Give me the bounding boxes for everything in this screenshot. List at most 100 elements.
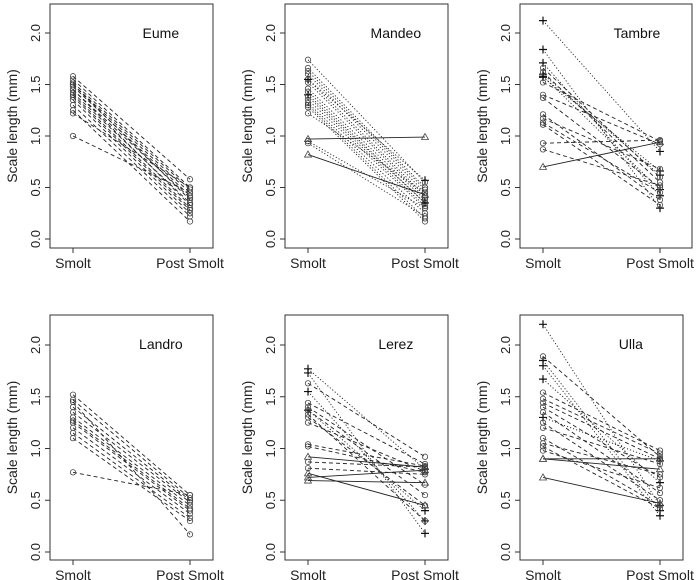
circle-marker (304, 443, 312, 450)
fish-line (542, 75, 661, 190)
x-tick-label: Post Smolt (156, 567, 224, 580)
plot-frame (519, 314, 684, 561)
panel-landro: 0.0 0.5 1.0 1.5 2.0 Scale length (mm) Smolt Pos… (4, 314, 224, 580)
y-tick-label: 1.0 (263, 439, 278, 457)
fish-line (542, 324, 661, 506)
circle-marker (69, 403, 77, 411)
fish-line (307, 91, 426, 204)
fish-line (307, 391, 426, 522)
y-axis-label: Scale length (mm) (4, 381, 20, 495)
circle-marker (539, 435, 547, 442)
panel-ulla: 0.0 0.5 1.0 1.5 2.0 Scale length (mm) Smolt Pos… (474, 314, 694, 580)
fish-line (542, 97, 661, 188)
y-tick-label: 2.0 (263, 24, 278, 42)
circle-marker (69, 429, 77, 437)
y-tick-label: 1.0 (28, 439, 43, 457)
circle-marker (69, 398, 77, 406)
fish-line (542, 20, 661, 152)
plus-marker (656, 167, 664, 176)
y-tick-label: 0.5 (498, 491, 513, 509)
plus-marker (421, 198, 429, 207)
fish-line (307, 79, 426, 181)
triangle-marker (655, 137, 665, 146)
fish-line (307, 472, 426, 506)
fish-line (542, 114, 661, 201)
fish-line (72, 406, 191, 501)
y-tick-label: 1.5 (263, 75, 278, 93)
x-tick-label: Post Smolt (626, 255, 694, 271)
fish-line (307, 94, 426, 204)
fish-line (72, 422, 191, 511)
circle-marker (304, 411, 312, 418)
fish-line (307, 414, 426, 522)
triangle-marker (655, 454, 665, 462)
circle-marker (304, 68, 312, 75)
fish-line (542, 378, 661, 483)
panel-title: Mandeo (371, 25, 422, 41)
x-tick-label: Post Smolt (391, 567, 459, 580)
fish-line (542, 422, 661, 501)
fish-line (72, 89, 191, 206)
circle-marker (69, 409, 77, 416)
circle-marker (304, 110, 312, 117)
x-tick-label: Smolt (55, 567, 91, 580)
plus-marker (539, 16, 547, 25)
fish-line (542, 402, 661, 460)
circle-marker (539, 79, 547, 86)
circle-marker (304, 102, 312, 109)
y-axis-label: Scale length (mm) (474, 69, 490, 183)
circle-marker (304, 104, 312, 111)
plus-marker (656, 511, 664, 520)
x-tick-label: Smolt (290, 255, 326, 271)
triangle-marker (538, 162, 548, 170)
circle-marker (186, 531, 194, 538)
y-axis-label: Scale length (mm) (239, 69, 255, 183)
panel-title: Lerez (378, 336, 413, 352)
circle-marker (304, 140, 312, 147)
fish-line (72, 92, 191, 204)
fish-line (307, 422, 426, 472)
fish-line (542, 398, 661, 455)
circle-marker (304, 64, 312, 72)
panel-title: Eume (143, 25, 180, 41)
panel-tambre: 0.0 0.5 1.0 1.5 2.0 Scale length (mm) Smolt Pos… (474, 3, 694, 271)
triangle-marker (303, 134, 313, 142)
plus-marker (421, 529, 429, 538)
circle-marker (186, 207, 194, 214)
fish-line (72, 104, 191, 217)
circle-marker (539, 121, 547, 128)
plus-marker (539, 45, 547, 54)
fish-line (542, 141, 661, 168)
fish-line (542, 365, 661, 517)
circle-marker (304, 419, 312, 426)
circle-marker (186, 491, 194, 499)
fish-line (72, 417, 191, 506)
y-tick-label: 2.0 (263, 336, 278, 354)
circle-marker (656, 182, 664, 189)
circle-marker (539, 69, 547, 76)
circle-marker (421, 213, 429, 220)
fish-line (72, 75, 191, 180)
fish-line (72, 109, 191, 222)
y-tick-label: 1.5 (28, 388, 43, 406)
triangle-marker (303, 452, 313, 460)
circle-marker (539, 119, 547, 126)
circle-marker (186, 495, 194, 502)
panel-mandeo: 0.0 0.5 1.0 1.5 2.0 Scale length (mm) Smolt Pos… (239, 3, 459, 271)
x-tick-label: Smolt (525, 567, 561, 580)
fish-line (72, 135, 191, 194)
circle-marker (304, 407, 312, 414)
panel-eume: 0.0 0.5 1.0 1.5 2.0 Scale length (mm) Smolt Pos… (4, 3, 224, 271)
circle-marker (304, 380, 312, 387)
circle-marker (656, 453, 664, 460)
y-tick-label: 0.5 (498, 178, 513, 196)
triangle-marker (303, 476, 313, 484)
fish-line (307, 445, 426, 473)
plus-marker (421, 176, 429, 185)
circle-marker (69, 86, 77, 93)
circle-marker (421, 491, 429, 499)
plot-frame (284, 314, 449, 561)
panel-lerez: 0.0 0.5 1.0 1.5 2.0 Scale length (mm) Smolt Pos… (239, 314, 459, 580)
fish-line (542, 446, 661, 509)
triangle-marker (303, 469, 313, 477)
